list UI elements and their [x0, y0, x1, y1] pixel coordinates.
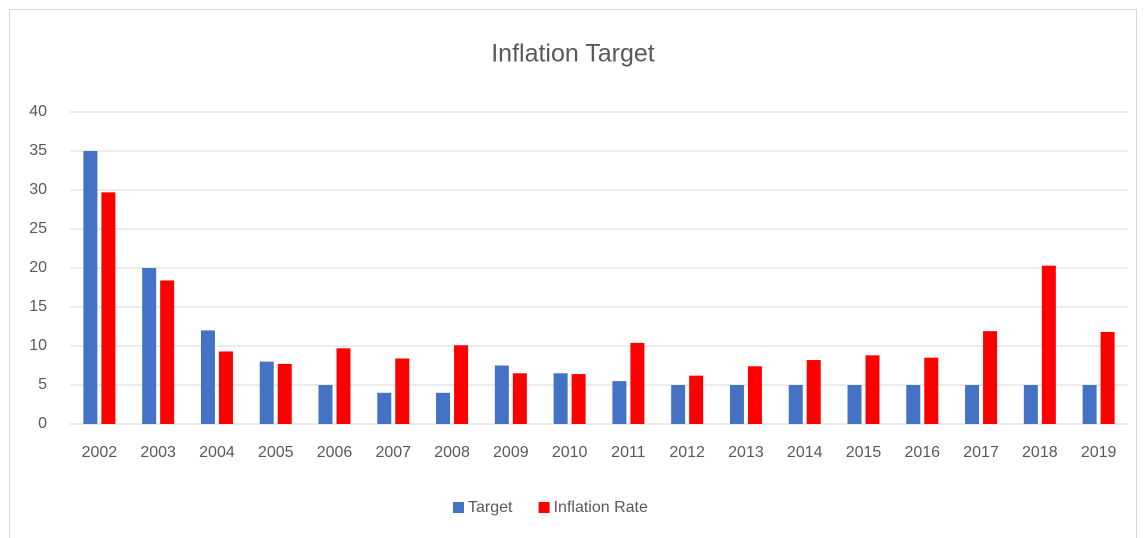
x-tick-label: 2016 [904, 444, 940, 461]
y-tick-label: 25 [29, 220, 47, 237]
x-tick-label: 2007 [375, 444, 411, 461]
chart-border [9, 9, 1137, 538]
legend-label: Inflation Rate [554, 499, 648, 516]
bar [906, 385, 921, 424]
bar [1023, 385, 1038, 424]
x-tick-label: 2006 [317, 444, 353, 461]
bar [436, 392, 451, 424]
bar [512, 373, 527, 424]
x-tick-label: 2017 [963, 444, 999, 461]
legend-swatch [538, 502, 550, 513]
x-tick-label: 2004 [199, 444, 235, 461]
legend-swatch [453, 502, 464, 513]
bar [983, 331, 998, 424]
y-tick-label: 0 [38, 415, 47, 432]
bar [806, 360, 821, 424]
bar [553, 373, 568, 424]
bar [788, 385, 803, 424]
x-tick-label: 2011 [611, 444, 646, 461]
bar [847, 385, 862, 424]
y-tick-label: 35 [29, 142, 47, 159]
x-tick-label: 2010 [552, 444, 588, 461]
chart-title: Inflation Target [491, 40, 655, 68]
x-tick-label: 2013 [728, 444, 764, 461]
y-tick-label: 20 [29, 259, 47, 276]
y-tick-label: 30 [29, 181, 47, 198]
bar [395, 358, 410, 424]
legend-label: Target [468, 499, 513, 516]
x-tick-label: 2002 [82, 444, 118, 461]
bar [1082, 385, 1097, 424]
bar [101, 192, 116, 424]
bar [965, 385, 980, 424]
bar [630, 342, 645, 424]
y-tick-label: 40 [29, 103, 47, 120]
x-tick-label: 2012 [669, 444, 705, 461]
bar [1041, 265, 1056, 424]
bar [1100, 331, 1115, 424]
y-tick-label: 15 [29, 298, 47, 315]
y-tick-label: 5 [38, 376, 47, 393]
y-tick-label: 10 [29, 337, 47, 354]
x-tick-label: 2003 [140, 444, 176, 461]
x-tick-label: 2008 [434, 444, 470, 461]
x-tick-label: 2015 [846, 444, 882, 461]
x-tick-label: 2014 [787, 444, 823, 461]
x-tick-label: 2009 [493, 444, 529, 461]
bar [729, 385, 744, 424]
bar [612, 381, 627, 424]
bar [83, 151, 98, 424]
bar [277, 363, 292, 424]
bar [747, 366, 762, 424]
bar [377, 392, 392, 424]
bar [200, 330, 215, 424]
bar [218, 351, 233, 424]
bar [689, 375, 704, 424]
bar [924, 357, 939, 424]
bar [142, 268, 157, 424]
bar [318, 385, 333, 424]
bar [259, 361, 274, 424]
bar [571, 374, 586, 424]
bar [671, 385, 686, 424]
bar [160, 280, 175, 424]
x-tick-label: 2018 [1022, 444, 1058, 461]
x-tick-label: 2005 [258, 444, 294, 461]
bar [494, 365, 509, 424]
x-tick-label: 2019 [1081, 444, 1117, 461]
bar [865, 355, 880, 424]
bar [454, 345, 469, 424]
bar [336, 348, 351, 424]
